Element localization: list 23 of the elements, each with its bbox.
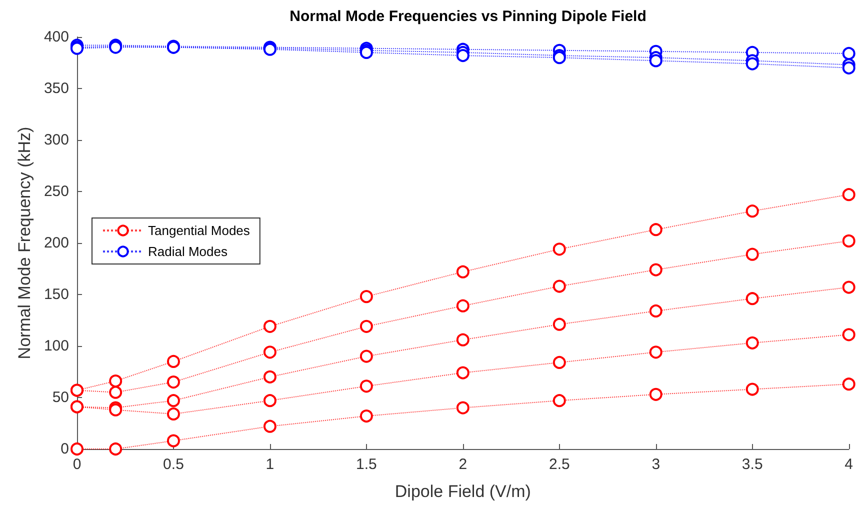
y-tick-label: 300 (44, 132, 69, 148)
x-tick-label: 2 (458, 456, 468, 473)
x-tick-label: 3.5 (742, 456, 763, 473)
x-tick-label: 1.5 (356, 456, 377, 473)
x-tick-label: 4 (844, 456, 853, 473)
x-tick-label: 0 (72, 456, 82, 473)
legend-label: Radial Modes (148, 244, 228, 259)
legend-label: Tangential Modes (148, 223, 250, 238)
y-tick-label: 250 (44, 183, 69, 200)
y-axis-title: Normal Mode Frequency (kHz) (15, 126, 34, 360)
x-tick-label: 0.5 (163, 456, 184, 473)
y-tick-label: 350 (44, 80, 69, 97)
x-tick-label: 3 (652, 456, 660, 473)
x-tick-label: 2.5 (548, 456, 570, 473)
x-axis-title: Dipole Field (V/m) (394, 482, 531, 501)
y-tick-label: 0 (60, 440, 69, 458)
y-tick-label: 50 (52, 389, 69, 406)
y-tick-label: 400 (44, 28, 69, 46)
y-tick-label: 200 (44, 234, 69, 252)
chart-title: Normal Mode Frequencies vs Pinning Dipole Field (290, 8, 646, 25)
x-tick-label: 1 (266, 456, 274, 473)
y-tick-label: 100 (44, 338, 69, 354)
y-tick-label: 150 (44, 286, 69, 303)
